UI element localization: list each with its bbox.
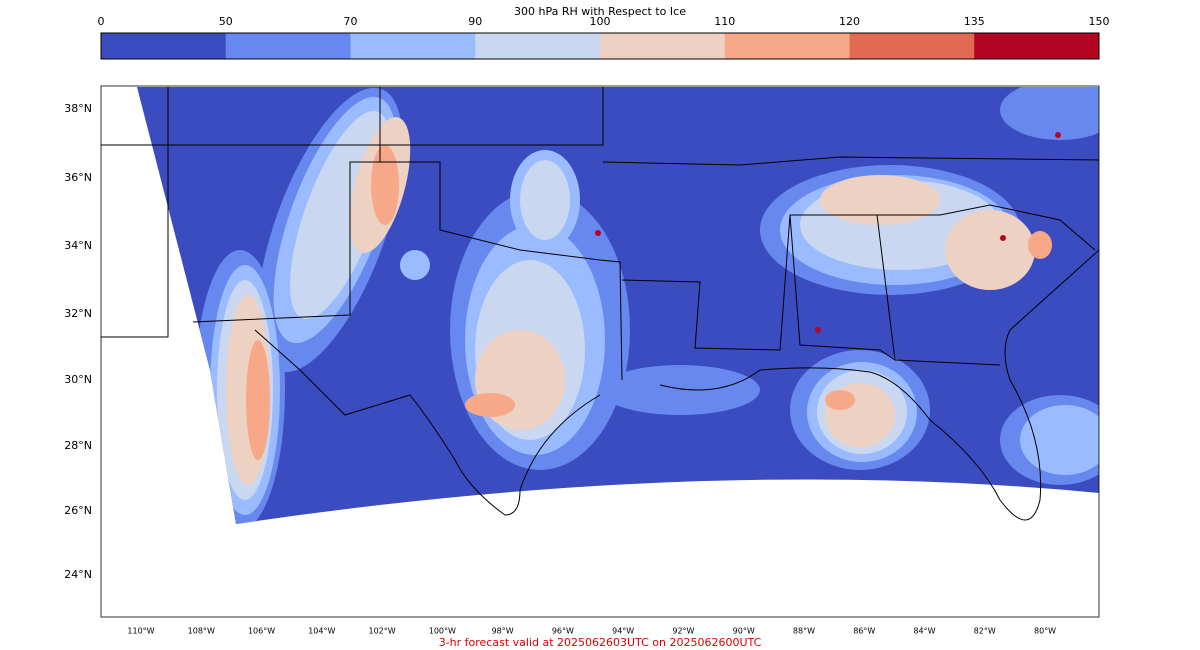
lat-labels: 38°N 36°N 34°N 32°N 30°N 28°N 26°N 24°N (64, 102, 92, 581)
colorbar-segment (101, 33, 227, 59)
colorbar-tick-label: 135 (964, 15, 985, 28)
lat-label: 26°N (64, 504, 92, 517)
lon-label: 108°W (188, 627, 215, 636)
lon-label: 84°W (913, 627, 935, 636)
colorbar-tick-label: 90 (468, 15, 482, 28)
colorbar-segment (475, 33, 601, 59)
colorbar-segment (849, 33, 975, 59)
colorbar-tick-label: 100 (590, 15, 611, 28)
boundaries (101, 87, 1100, 521)
lon-label: 102°W (368, 627, 395, 636)
lon-label: 106°W (248, 627, 275, 636)
lon-label: 86°W (853, 627, 875, 636)
colorbar-tick-label: 50 (219, 15, 233, 28)
lat-label: 28°N (64, 439, 92, 452)
lat-label: 34°N (64, 239, 92, 252)
lon-label: 80°W (1034, 627, 1056, 636)
lon-label: 92°W (672, 627, 694, 636)
colorbar-segment (600, 33, 726, 59)
colorbar-tick-label: 120 (839, 15, 860, 28)
lon-labels: 110°W 108°W 106°W 104°W 102°W 100°W 98°W 96°W 94… (127, 627, 1056, 636)
lat-label: 30°N (64, 373, 92, 386)
forecast-footer: 3-hr forecast valid at 2025062603UTC on … (439, 636, 762, 649)
lon-label: 82°W (974, 627, 996, 636)
colorbar-segment (724, 33, 850, 59)
colorbar-tick-label: 110 (714, 15, 735, 28)
lon-label: 110°W (127, 627, 154, 636)
colorbar-tick-label: 70 (344, 15, 358, 28)
lon-label: 96°W (552, 627, 574, 636)
colorbar-segment (974, 33, 1100, 59)
lon-label: 90°W (733, 627, 755, 636)
lon-label: 98°W (492, 627, 514, 636)
lat-label: 32°N (64, 307, 92, 320)
lat-label: 36°N (64, 171, 92, 184)
colorbar-title: 300 hPa RH with Respect to Ice (514, 5, 686, 18)
colorbar-segment (350, 33, 476, 59)
colorbar-tick-label: 150 (1089, 15, 1110, 28)
lat-label: 38°N (64, 102, 92, 115)
lon-label: 104°W (308, 627, 335, 636)
lon-label: 100°W (429, 627, 456, 636)
lon-label: 94°W (612, 627, 634, 636)
colorbar-segment (225, 33, 351, 59)
rh-field (137, 87, 1099, 524)
colorbar-frame (100, 32, 1100, 60)
map-frame (100, 85, 1100, 618)
lat-label: 24°N (64, 568, 92, 581)
colorbar: 0 50 70 90 100 110 120 135 150 (98, 15, 1110, 59)
colorbar-tick-label: 0 (98, 15, 105, 28)
lon-label: 88°W (793, 627, 815, 636)
